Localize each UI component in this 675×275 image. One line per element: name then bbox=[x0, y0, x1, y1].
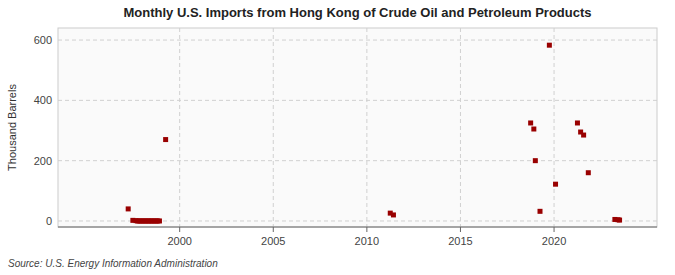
y-grid-line bbox=[58, 40, 657, 41]
x-grid-line bbox=[273, 28, 274, 227]
x-tick-label: 2010 bbox=[355, 235, 379, 247]
plot-frame bbox=[58, 28, 657, 227]
x-tick-mark bbox=[366, 227, 367, 232]
point bbox=[538, 209, 543, 214]
point bbox=[586, 170, 591, 175]
point bbox=[391, 212, 396, 217]
point bbox=[581, 133, 586, 138]
grid bbox=[58, 28, 657, 227]
x-tick-label: 2005 bbox=[261, 235, 285, 247]
point bbox=[553, 182, 558, 187]
point bbox=[533, 158, 538, 163]
x-tick-mark bbox=[554, 227, 555, 232]
point bbox=[528, 120, 533, 125]
y-axis-label: Thousand Barrels bbox=[6, 84, 18, 171]
point bbox=[157, 218, 162, 223]
y-tick-label: 0 bbox=[46, 215, 52, 227]
x-grid-line bbox=[460, 28, 461, 227]
point bbox=[126, 206, 131, 211]
x-axis-line bbox=[58, 227, 657, 228]
x-tick-mark bbox=[179, 227, 180, 232]
chart-container: 0 200 400 600 2000 2005 2010 2015 2020 Monthly U.… bbox=[0, 0, 675, 275]
point bbox=[617, 218, 622, 223]
chart-svg: 0 200 400 600 2000 2005 2010 2015 2020 Monthly U.… bbox=[0, 0, 675, 275]
x-tick-mark bbox=[273, 227, 274, 232]
axes: 0 200 400 600 2000 2005 2010 2015 2020 bbox=[34, 34, 657, 247]
x-grid-line bbox=[366, 28, 367, 227]
x-grid-line bbox=[554, 28, 555, 227]
x-tick-mark bbox=[460, 227, 461, 232]
title: Monthly U.S. Imports from Hong Kong of C… bbox=[123, 5, 591, 20]
source-annotation: Source: U.S. Energy Information Administ… bbox=[8, 258, 218, 269]
x-tick-label: 2015 bbox=[448, 235, 472, 247]
point bbox=[547, 43, 552, 48]
point bbox=[575, 120, 580, 125]
point bbox=[163, 137, 168, 142]
y-grid-line bbox=[58, 160, 657, 161]
y-tick-label: 600 bbox=[34, 34, 52, 46]
y-tick-label: 200 bbox=[34, 155, 52, 167]
point bbox=[531, 127, 536, 132]
x-grid-line bbox=[179, 28, 180, 227]
y-grid-line bbox=[58, 100, 657, 101]
y-tick-label: 400 bbox=[34, 94, 52, 106]
points bbox=[126, 43, 622, 224]
x-tick-label: 2020 bbox=[542, 235, 566, 247]
x-tick-label: 2000 bbox=[167, 235, 191, 247]
